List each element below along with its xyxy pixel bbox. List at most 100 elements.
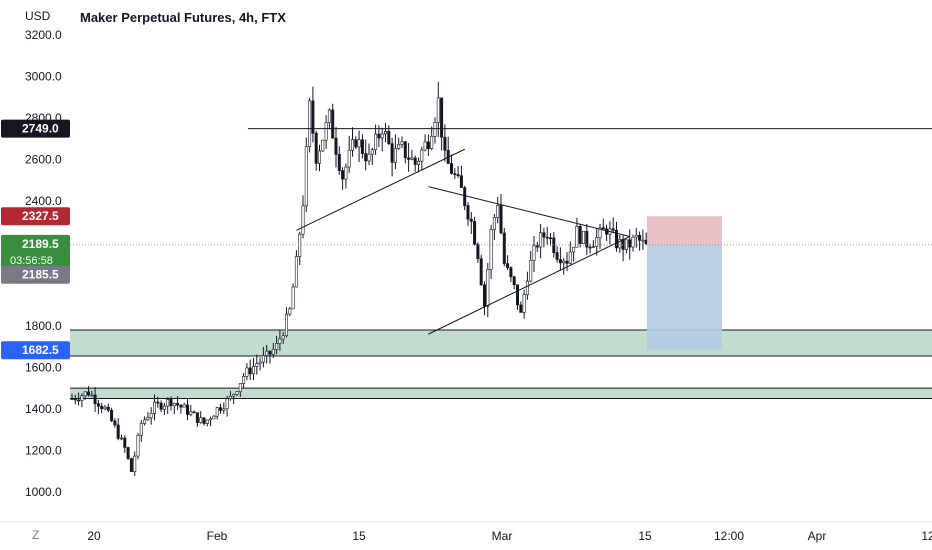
candle <box>453 168 457 179</box>
candle-body <box>334 137 338 155</box>
candle <box>344 163 348 189</box>
candle <box>209 416 213 427</box>
candle-body <box>133 455 137 472</box>
candle <box>618 235 622 253</box>
candle-body <box>585 230 589 248</box>
candle <box>294 250 298 288</box>
candle <box>380 127 384 152</box>
candle-body <box>565 260 569 264</box>
price-badge: 2327.5 <box>1 207 70 226</box>
y-tick-label: 3200.0 <box>25 28 62 42</box>
candle <box>271 342 275 359</box>
candle-body <box>575 226 579 248</box>
support-zones <box>70 329 932 400</box>
time-axis[interactable]: 20 Feb 15 Mar 15 12:00 Apr 12 <box>0 521 932 543</box>
position-tool[interactable] <box>70 216 932 351</box>
candle-body <box>268 350 272 355</box>
candle <box>572 246 576 262</box>
candle <box>327 108 331 130</box>
candle <box>265 345 269 364</box>
timezone-button[interactable]: Z <box>25 523 47 545</box>
candle-body <box>611 228 615 231</box>
candle-body <box>449 163 453 174</box>
candle-body <box>400 141 404 145</box>
price-badge: 1682.5 <box>1 341 70 360</box>
candle-body <box>618 239 622 249</box>
candle <box>420 146 424 171</box>
candle <box>100 402 104 414</box>
x-tick-label: Feb <box>207 529 228 543</box>
candle-body <box>159 402 163 410</box>
candle-body <box>222 408 226 411</box>
candle-body <box>463 187 467 206</box>
candle-body <box>189 411 193 415</box>
x-tick-label: Mar <box>492 529 513 543</box>
candle <box>631 234 635 252</box>
candle <box>588 243 592 254</box>
candle <box>205 419 209 427</box>
candle <box>496 196 500 224</box>
candle <box>393 134 397 170</box>
candle-body <box>308 100 312 147</box>
candle-body <box>93 394 97 404</box>
candle <box>219 403 223 414</box>
trend-line <box>296 148 466 231</box>
support-zone <box>70 388 932 399</box>
candle <box>308 97 312 153</box>
candle-body <box>248 367 252 375</box>
candle <box>80 393 84 408</box>
drawing-lines <box>248 128 932 335</box>
candle-body <box>153 401 157 414</box>
candle <box>350 127 354 157</box>
candle-body <box>555 252 559 260</box>
candle <box>558 247 562 271</box>
candle <box>156 396 160 408</box>
candle <box>413 155 417 172</box>
candle-body <box>605 228 609 235</box>
candle-body <box>169 399 173 407</box>
candle-body <box>284 313 288 337</box>
candle <box>347 135 351 173</box>
candle <box>469 212 473 235</box>
candle <box>449 154 453 175</box>
candle-body <box>519 304 523 313</box>
candle-body <box>172 402 176 407</box>
candle-body <box>265 350 269 356</box>
candle <box>532 235 536 273</box>
candle <box>242 372 246 389</box>
candle-body <box>149 413 153 419</box>
candle-body <box>433 122 437 137</box>
candle-body <box>77 399 81 402</box>
candle <box>506 255 510 271</box>
candle <box>456 165 460 178</box>
candle-body <box>367 153 371 162</box>
candle <box>143 416 147 426</box>
candle-body <box>232 394 236 397</box>
candle <box>446 136 450 164</box>
stop-loss-zone <box>647 216 722 245</box>
candle-body <box>588 246 592 249</box>
candle-body <box>321 139 325 152</box>
candle <box>83 391 87 401</box>
candle <box>149 407 153 425</box>
candle <box>509 266 513 283</box>
price-badge-label: 2327.5 <box>22 209 59 223</box>
candle-body <box>113 420 117 426</box>
candle <box>529 251 533 283</box>
candle <box>73 394 77 405</box>
x-tick-label: 12:00 <box>714 529 744 543</box>
candle <box>341 167 345 190</box>
candle <box>519 301 523 313</box>
candle <box>169 396 173 411</box>
candle-body <box>370 149 374 155</box>
candle-body <box>252 366 256 375</box>
candle-body <box>479 258 483 286</box>
candle <box>535 241 539 253</box>
price-badge-bg <box>1 207 70 226</box>
x-tick-labels: 20 Feb 15 Mar 15 12:00 Apr 12 <box>87 529 932 543</box>
candle-body <box>469 218 473 222</box>
candle <box>539 223 543 259</box>
candle-body <box>390 143 394 163</box>
candle <box>581 230 585 244</box>
